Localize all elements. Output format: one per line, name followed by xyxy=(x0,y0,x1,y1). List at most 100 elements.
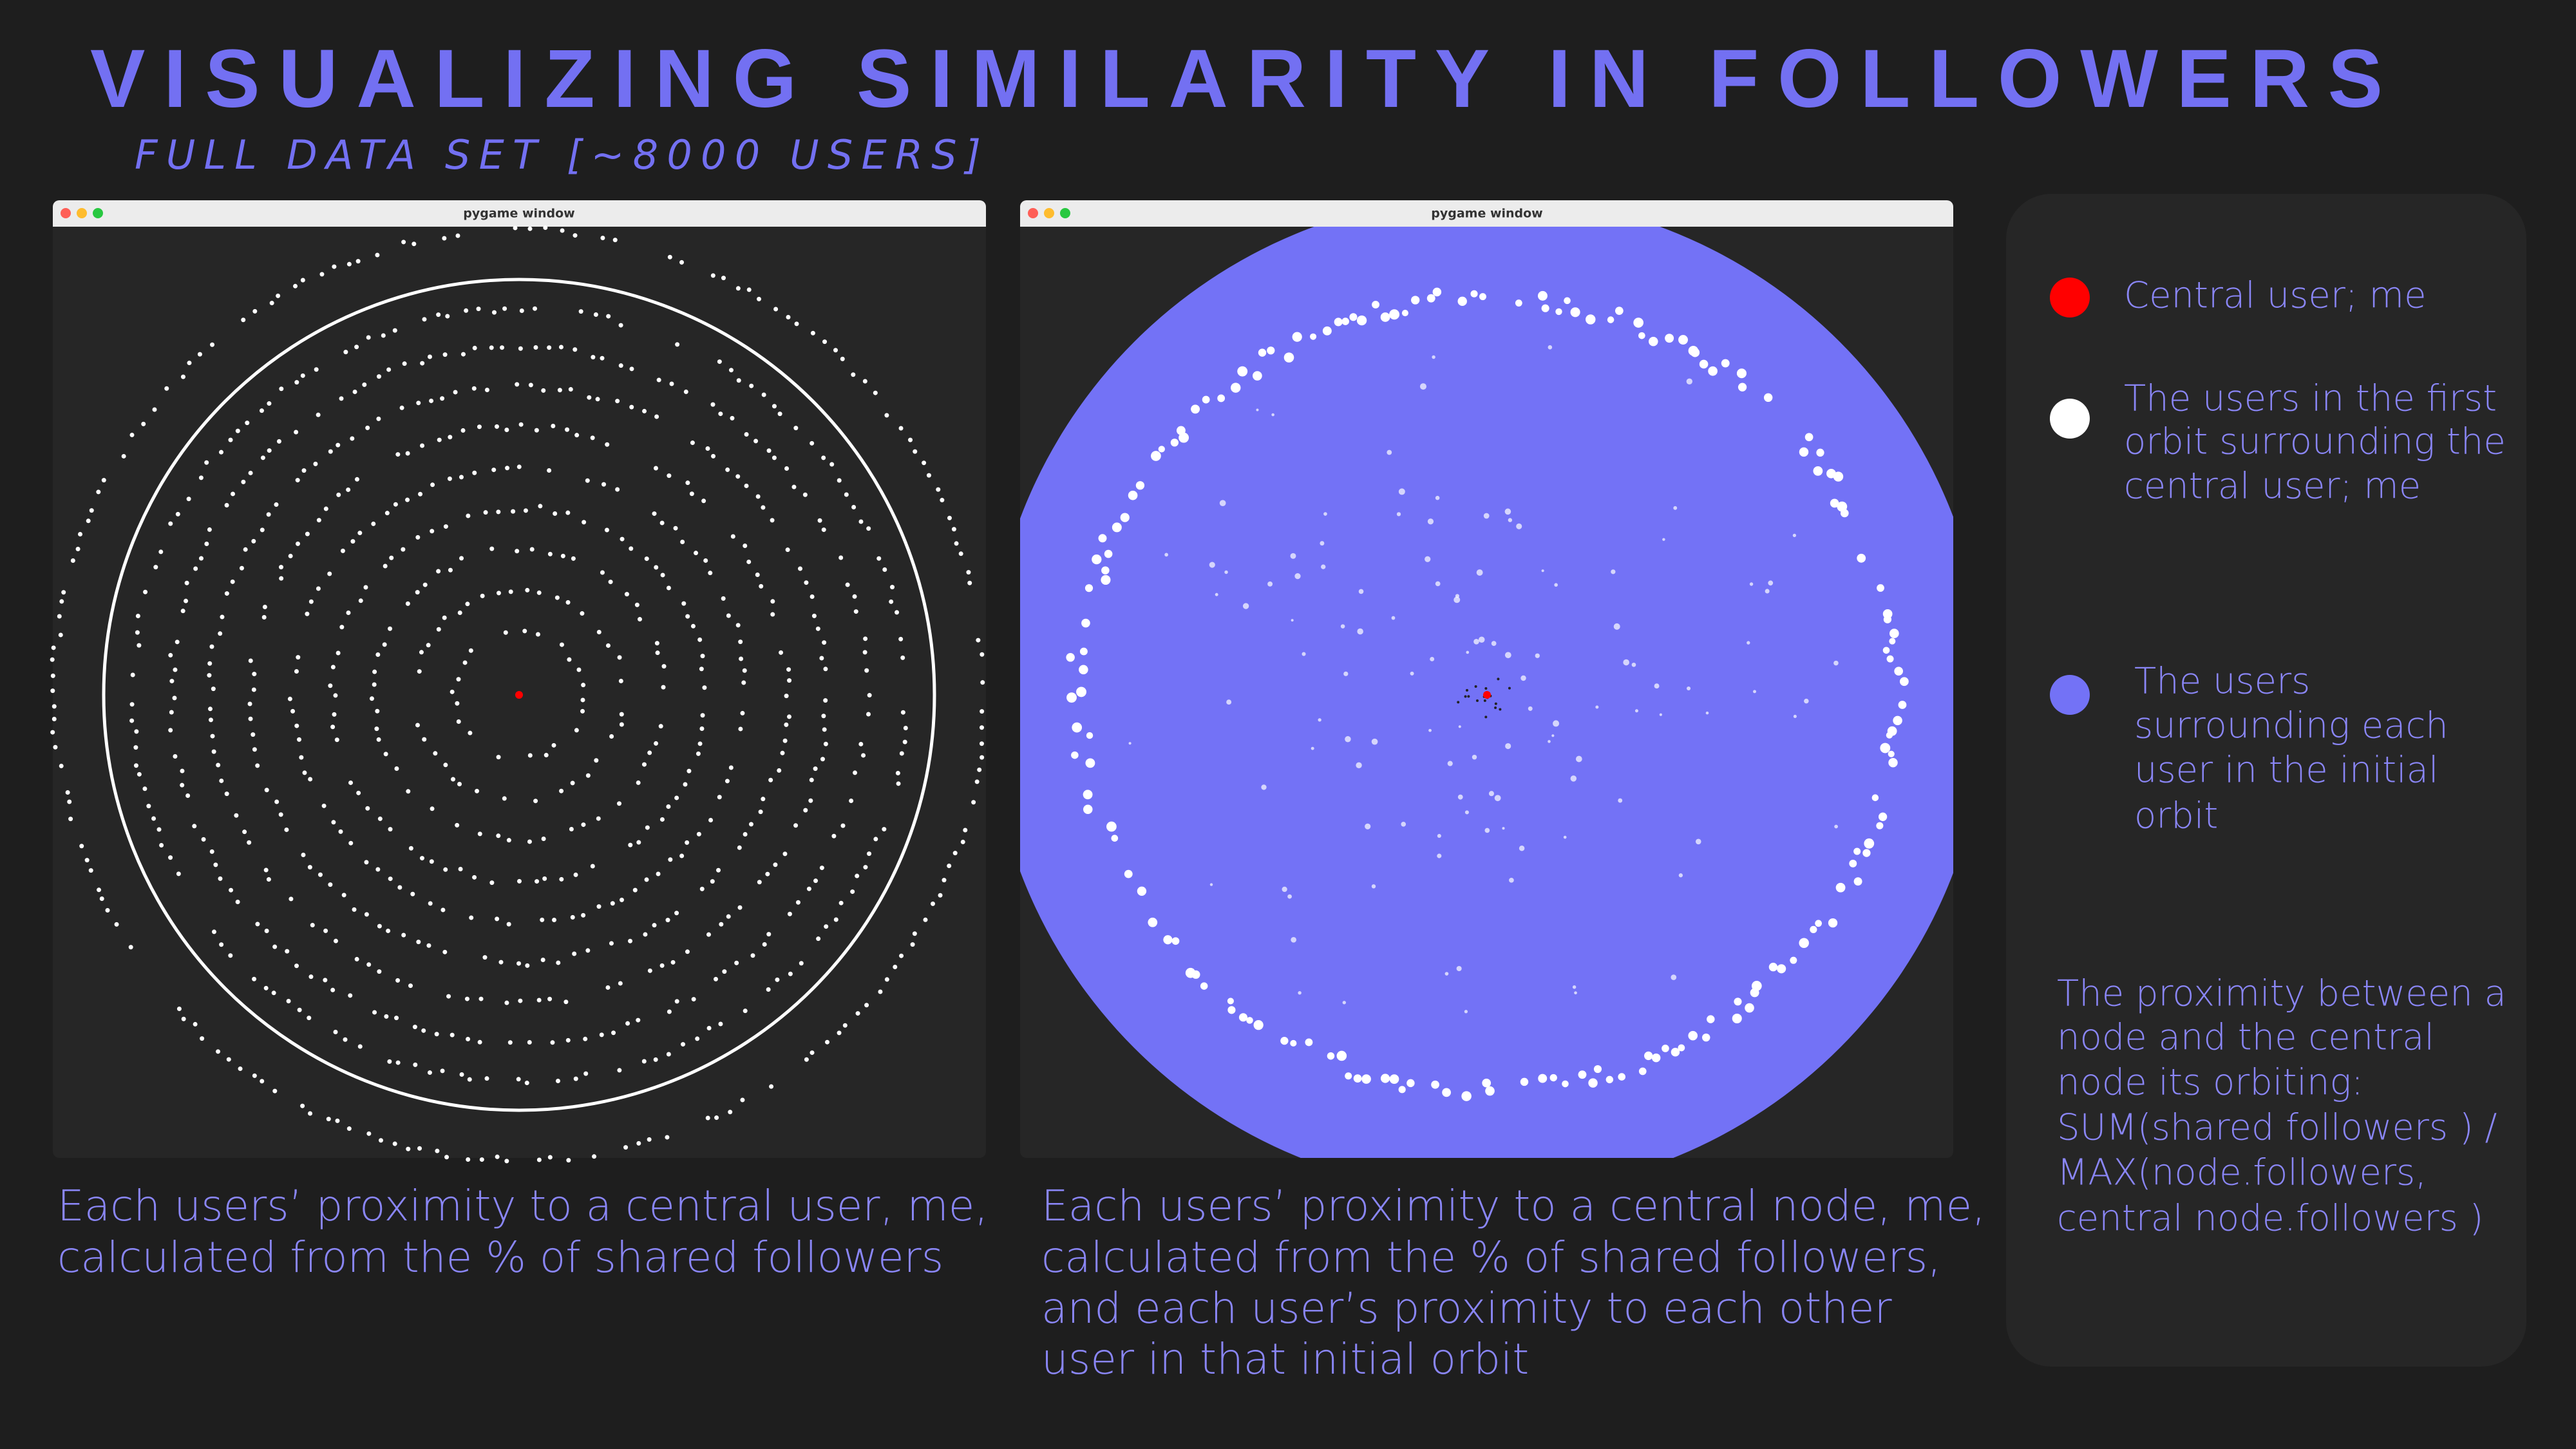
orbit-user xyxy=(1889,629,1899,638)
surrounding-user xyxy=(1464,1010,1468,1014)
user-dot xyxy=(565,510,571,515)
user-dot xyxy=(460,352,466,357)
surrounding-user xyxy=(1574,991,1577,995)
user-dot xyxy=(550,1040,555,1045)
user-dot xyxy=(219,942,224,947)
user-dot xyxy=(327,571,332,576)
surrounding-user xyxy=(1749,582,1754,586)
user-dot xyxy=(728,368,734,373)
user-dot xyxy=(689,491,694,497)
user-dot xyxy=(308,599,314,604)
user-dot xyxy=(793,823,799,828)
user-dot xyxy=(392,1141,397,1146)
user-dot xyxy=(766,987,771,992)
user-dot xyxy=(386,928,391,933)
user-dot xyxy=(666,585,671,591)
user-dot xyxy=(547,551,553,556)
user-dot xyxy=(655,650,660,656)
user-dot xyxy=(516,961,522,966)
user-dot xyxy=(495,916,500,922)
user-dot xyxy=(890,585,895,590)
orbit-user xyxy=(1482,1078,1492,1088)
surrounding-user xyxy=(1553,720,1560,727)
surrounding-user xyxy=(1456,965,1462,972)
user-dot xyxy=(643,932,648,937)
user-dot xyxy=(518,422,524,427)
surrounding-user xyxy=(1287,894,1292,899)
user-dot xyxy=(364,912,369,917)
user-dot xyxy=(647,968,652,973)
user-dot xyxy=(141,421,146,426)
surrounding-user xyxy=(1804,698,1809,704)
user-dot xyxy=(719,922,724,927)
note-line: MAX(node.followers, xyxy=(2057,1151,2427,1193)
user-dot xyxy=(504,1159,509,1164)
user-dot xyxy=(219,778,224,783)
user-dot xyxy=(721,276,726,281)
user-dot xyxy=(464,996,469,1001)
user-dot xyxy=(599,1032,604,1037)
user-dot xyxy=(478,996,484,1001)
orbit-user xyxy=(1840,509,1849,518)
user-dot xyxy=(819,656,824,661)
user-dot xyxy=(543,225,548,230)
orbit-user xyxy=(1886,655,1894,663)
user-dot xyxy=(893,965,898,970)
orbit-user xyxy=(1083,790,1093,800)
user-dot xyxy=(506,838,511,843)
orbit-user xyxy=(1170,439,1179,447)
surrounding-user xyxy=(1342,1001,1347,1005)
surrounding-user xyxy=(1427,518,1434,525)
user-dot xyxy=(609,734,614,739)
user-dot xyxy=(319,272,325,277)
user-dot xyxy=(208,717,213,723)
user-dot xyxy=(580,611,585,616)
user-dot xyxy=(615,399,620,404)
user-dot xyxy=(472,875,477,880)
user-dot xyxy=(931,901,936,906)
user-dot xyxy=(301,853,306,858)
user-dot xyxy=(557,388,562,393)
orbit-user xyxy=(1732,1013,1742,1024)
user-dot xyxy=(266,512,271,517)
user-dot xyxy=(448,435,453,440)
user-dot xyxy=(735,623,741,628)
user-dot xyxy=(699,667,704,672)
user-dot xyxy=(572,951,577,956)
user-dot xyxy=(198,556,204,561)
orbit-user xyxy=(1104,549,1113,558)
user-dot xyxy=(770,599,775,604)
user-dot xyxy=(365,806,370,811)
user-dot xyxy=(372,669,377,674)
user-dot xyxy=(736,378,741,383)
user-dot xyxy=(628,938,633,943)
user-dot xyxy=(900,710,905,715)
user-dot xyxy=(547,468,552,473)
user-dot xyxy=(216,1049,221,1054)
user-dot xyxy=(436,312,441,317)
user-dot xyxy=(700,713,705,718)
user-dot xyxy=(375,252,380,258)
orbit-user xyxy=(1849,859,1857,867)
user-dot xyxy=(794,321,799,327)
surrounding-user xyxy=(1323,512,1327,516)
user-dot xyxy=(450,689,455,694)
user-dot xyxy=(477,1039,482,1045)
user-dot xyxy=(659,817,665,822)
user-dot xyxy=(600,570,605,575)
user-dot xyxy=(840,823,846,828)
user-dot xyxy=(498,960,504,965)
user-dot xyxy=(294,430,299,435)
surrounding-user xyxy=(1491,641,1497,647)
user-dot xyxy=(547,996,553,1001)
orbit-user xyxy=(1084,584,1094,592)
orbit-user xyxy=(1607,316,1615,323)
user-dot xyxy=(717,359,722,365)
orbit-user xyxy=(1442,1088,1451,1097)
user-dot xyxy=(239,565,244,571)
user-dot xyxy=(169,679,175,684)
user-dot xyxy=(422,317,427,322)
user-dot xyxy=(321,803,327,808)
user-dot xyxy=(435,1148,440,1153)
orbit-user xyxy=(1618,1073,1626,1081)
